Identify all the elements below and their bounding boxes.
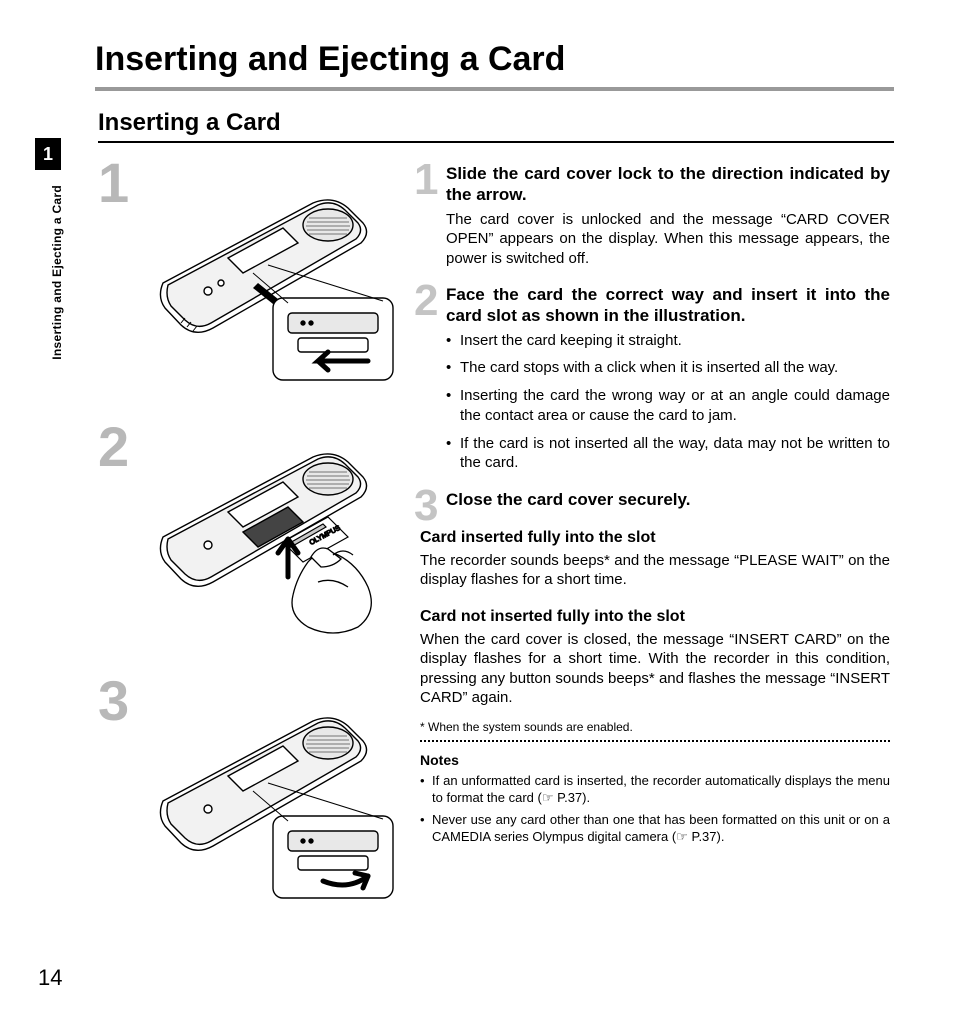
step-3: 3 Close the card cover securely. [420,489,890,510]
note-item: Never use any card other than one that h… [420,811,890,846]
notes-list: If an unformatted card is inserted, the … [420,772,890,846]
step-number: 2 [414,279,438,323]
figure-number: 1 [98,155,129,211]
text-column: 1 Slide the card cover lock to the direc… [408,163,894,945]
note-item: If an unformatted card is inserted, the … [420,772,890,807]
subsection-body: The recorder sounds beeps* and the messa… [420,551,890,590]
bullet: Insert the card keeping it straight. [446,331,890,351]
recorder-illustration-3 [133,681,403,906]
figure-1: 1 [98,163,408,393]
recorder-illustration-2: OLYMPUS [133,427,403,642]
step-number: 3 [414,484,438,528]
step-body: The card cover is unlocked and the messa… [446,210,890,269]
figure-2: 2 [98,427,408,647]
chapter-tab: 1 [35,138,61,170]
bullet: The card stops with a click when it is i… [446,358,890,378]
page-title: Inserting and Ejecting a Card [95,40,894,79]
step-heading: Slide the card cover lock to the directi… [446,163,890,206]
figure-3: 3 [98,681,408,911]
section-title: Inserting a Card [98,109,894,137]
step-1: 1 Slide the card cover lock to the direc… [420,163,890,268]
figure-number: 2 [98,419,129,475]
figures-column: 1 [98,163,408,945]
rule-thin [98,141,894,143]
subsection-heading: Card not inserted fully into the slot [420,608,890,626]
dotted-rule [420,740,890,742]
page-number: 14 [38,965,62,991]
step-number: 1 [414,158,438,202]
step-2: 2 Face the card the correct way and inse… [420,284,890,473]
footnote: * When the system sounds are enabled. [420,720,890,734]
rule-thick [95,87,894,91]
notes-heading: Notes [420,752,890,768]
bullet: Inserting the card the wrong way or at a… [446,386,890,426]
recorder-illustration-1 [133,163,403,388]
subsection-heading: Card inserted fully into the slot [420,529,890,547]
bullet: If the card is not inserted all the way,… [446,434,890,474]
step-bullets: Insert the card keeping it straight. The… [446,331,890,474]
chapter-side-label: Inserting and Ejecting a Card [50,185,64,360]
figure-number: 3 [98,673,129,729]
step-heading: Face the card the correct way and insert… [446,284,890,327]
step-heading: Close the card cover securely. [446,489,890,510]
subsection-body: When the card cover is closed, the messa… [420,630,890,708]
